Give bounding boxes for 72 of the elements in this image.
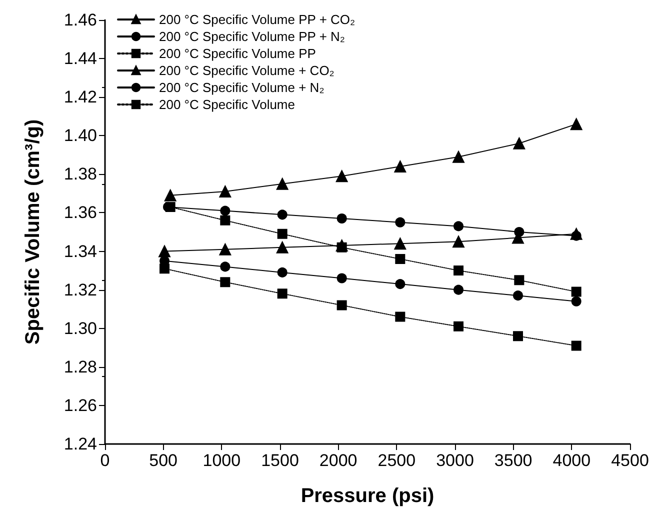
y-tick-label: 1.24 bbox=[64, 434, 97, 454]
y-tick-label: 1.38 bbox=[64, 164, 97, 184]
point bbox=[513, 137, 526, 150]
point bbox=[160, 264, 170, 274]
point bbox=[395, 279, 406, 290]
y-tick-label: 1.42 bbox=[64, 88, 97, 107]
y-tick-label: 1.46 bbox=[64, 10, 97, 30]
point bbox=[452, 236, 464, 248]
point bbox=[394, 238, 406, 250]
legend-label: 200 °C Specific Volume + N₂ bbox=[159, 80, 324, 95]
point bbox=[277, 228, 288, 239]
legend-label: 200 °C Specific Volume + CO₂ bbox=[159, 63, 334, 78]
legend-label: 200 °C Specific Volume PP bbox=[159, 46, 316, 61]
y-tick-label: 1.28 bbox=[64, 357, 97, 376]
point bbox=[336, 214, 347, 224]
point bbox=[336, 239, 348, 252]
point bbox=[276, 241, 288, 254]
point bbox=[219, 243, 232, 256]
y-tick-label: 1.36 bbox=[64, 203, 97, 222]
point bbox=[570, 118, 582, 130]
point bbox=[513, 290, 523, 301]
x-tick-label: 4000 bbox=[552, 451, 591, 470]
point bbox=[158, 245, 170, 258]
point bbox=[164, 189, 176, 202]
y-tick-label: 1.40 bbox=[64, 126, 97, 146]
point bbox=[513, 331, 523, 342]
x-tick-label: 1500 bbox=[261, 451, 299, 470]
x-axis-title: Pressure (psi) bbox=[300, 485, 434, 507]
point bbox=[395, 217, 406, 228]
point bbox=[514, 275, 524, 286]
x-tick-label: 2000 bbox=[319, 451, 358, 470]
point bbox=[452, 150, 464, 163]
y-tick-label: 1.44 bbox=[64, 49, 97, 68]
point bbox=[165, 202, 176, 212]
point bbox=[394, 160, 406, 172]
x-tick-label: 1000 bbox=[202, 451, 241, 470]
point bbox=[454, 221, 464, 232]
point bbox=[454, 321, 464, 332]
point bbox=[336, 273, 347, 284]
y-tick-label: 1.32 bbox=[64, 280, 97, 300]
x-tick-label: 0 bbox=[100, 451, 110, 470]
point bbox=[220, 277, 230, 288]
point bbox=[570, 228, 582, 240]
x-tick-label: 3000 bbox=[436, 451, 474, 470]
point bbox=[336, 300, 347, 310]
point bbox=[277, 288, 288, 299]
legend-label: 200 °C Specific Volume PP + N₂ bbox=[159, 29, 345, 44]
point bbox=[454, 266, 464, 276]
y-tick-label: 1.26 bbox=[64, 396, 97, 415]
y-axis-title: Specific Volume (cm³/g) bbox=[22, 119, 44, 345]
point bbox=[571, 286, 582, 297]
x-tick-label: 500 bbox=[149, 451, 178, 470]
point bbox=[277, 210, 288, 220]
point bbox=[220, 206, 230, 216]
y-tick-label: 1.34 bbox=[64, 242, 97, 261]
y-tick-label: 1.30 bbox=[64, 318, 97, 338]
x-tick-label: 2500 bbox=[378, 451, 416, 470]
point bbox=[220, 262, 230, 272]
x-tick-label: 3500 bbox=[494, 451, 532, 470]
point bbox=[220, 215, 230, 226]
legend-label: 200 °C Specific Volume PP + CO₂ bbox=[159, 12, 356, 27]
point bbox=[571, 340, 582, 351]
point bbox=[219, 186, 232, 198]
point bbox=[336, 170, 348, 182]
point bbox=[277, 267, 288, 278]
point bbox=[395, 312, 406, 322]
legend-label: 200 °C Specific Volume bbox=[159, 97, 295, 112]
point bbox=[454, 284, 464, 295]
point bbox=[276, 178, 288, 190]
point bbox=[395, 254, 406, 264]
x-tick-label: 4500 bbox=[611, 451, 649, 470]
point bbox=[571, 296, 582, 306]
